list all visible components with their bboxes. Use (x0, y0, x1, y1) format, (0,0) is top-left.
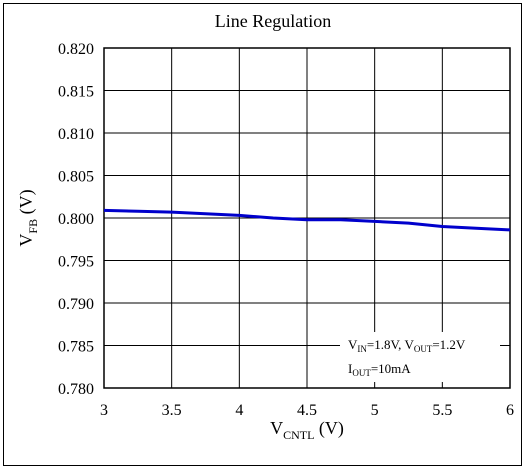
y-tick-label: 0.800 (58, 211, 94, 228)
y-tick-label: 0.810 (58, 126, 94, 143)
y-tick-label: 0.795 (58, 254, 94, 271)
x-tick-label: 6 (506, 402, 514, 419)
x-tick-label: 5 (371, 402, 379, 419)
y-axis-label: VFB (V) (16, 189, 40, 246)
x-tick-label: 4 (235, 402, 243, 419)
series-group (103, 208, 511, 232)
series-line (103, 208, 511, 232)
y-tick-label: 0.790 (58, 296, 94, 313)
y-tick-labels: 0.780 0.785 0.790 0.795 0.800 0.805 0.810 0.815… (58, 41, 94, 398)
chart-title: Line Regulation (215, 11, 331, 31)
annotation-background (340, 332, 500, 382)
y-tick-label: 0.820 (58, 41, 94, 58)
x-tick-label: 3 (100, 402, 108, 419)
x-tick-label: 3.5 (162, 402, 182, 419)
x-tick-labels: 3 3.5 4 4.5 5 5.5 6 (100, 402, 514, 419)
y-tick-label: 0.805 (58, 169, 94, 186)
x-tick-label: 5.5 (432, 402, 452, 419)
annotation-line-iout: IOUT=10mA (348, 361, 411, 378)
annotation: VIN=1.8V, VOUT=1.2V IOUT=10mA (340, 332, 500, 382)
chart-frame (3, 3, 522, 466)
y-tick-label: 0.785 (58, 339, 94, 356)
plot-area-border (103, 47, 511, 389)
x-tick-label: 4.5 (297, 402, 317, 419)
annotation-line-vin-vout: VIN=1.8V, VOUT=1.2V (348, 337, 466, 354)
x-axis-label: VCNTL (V) (270, 418, 344, 442)
y-tick-label: 0.780 (58, 381, 94, 398)
y-tick-label: 0.815 (58, 84, 94, 101)
